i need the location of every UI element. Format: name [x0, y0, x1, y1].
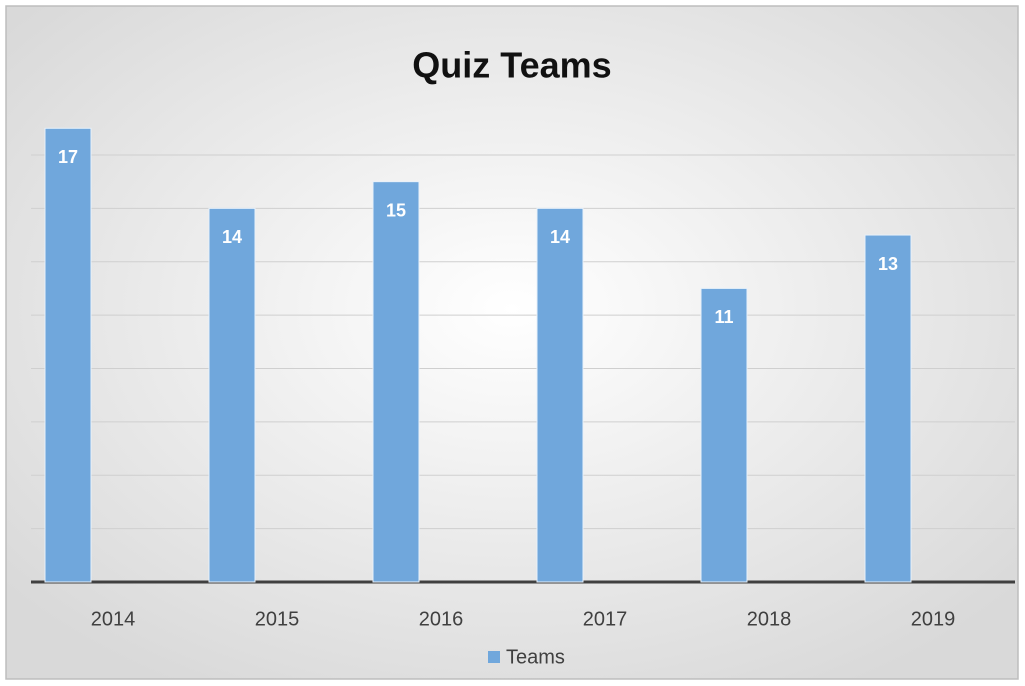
bar — [536, 207, 584, 583]
chart-title: Quiz Teams — [412, 45, 611, 86]
bar — [44, 127, 92, 583]
bar — [208, 207, 256, 583]
legend-label: Teams — [506, 646, 565, 668]
bar — [864, 234, 912, 583]
legend-swatch — [488, 651, 500, 663]
data-label: 11 — [714, 307, 733, 327]
data-label: 13 — [878, 254, 898, 274]
bar — [372, 181, 420, 583]
data-label: 17 — [58, 147, 78, 167]
x-tick-label: 2017 — [583, 608, 628, 630]
bar — [700, 287, 748, 583]
x-tick-label: 2018 — [747, 608, 792, 630]
data-label: 14 — [222, 227, 242, 247]
data-label: 14 — [550, 227, 570, 247]
x-tick-label: 2014 — [91, 608, 136, 630]
x-tick-label: 2016 — [419, 608, 464, 630]
data-label: 15 — [386, 200, 406, 220]
x-tick-label: 2015 — [255, 608, 300, 630]
x-tick-label: 2019 — [911, 608, 956, 630]
chart-area — [5, 5, 1019, 680]
